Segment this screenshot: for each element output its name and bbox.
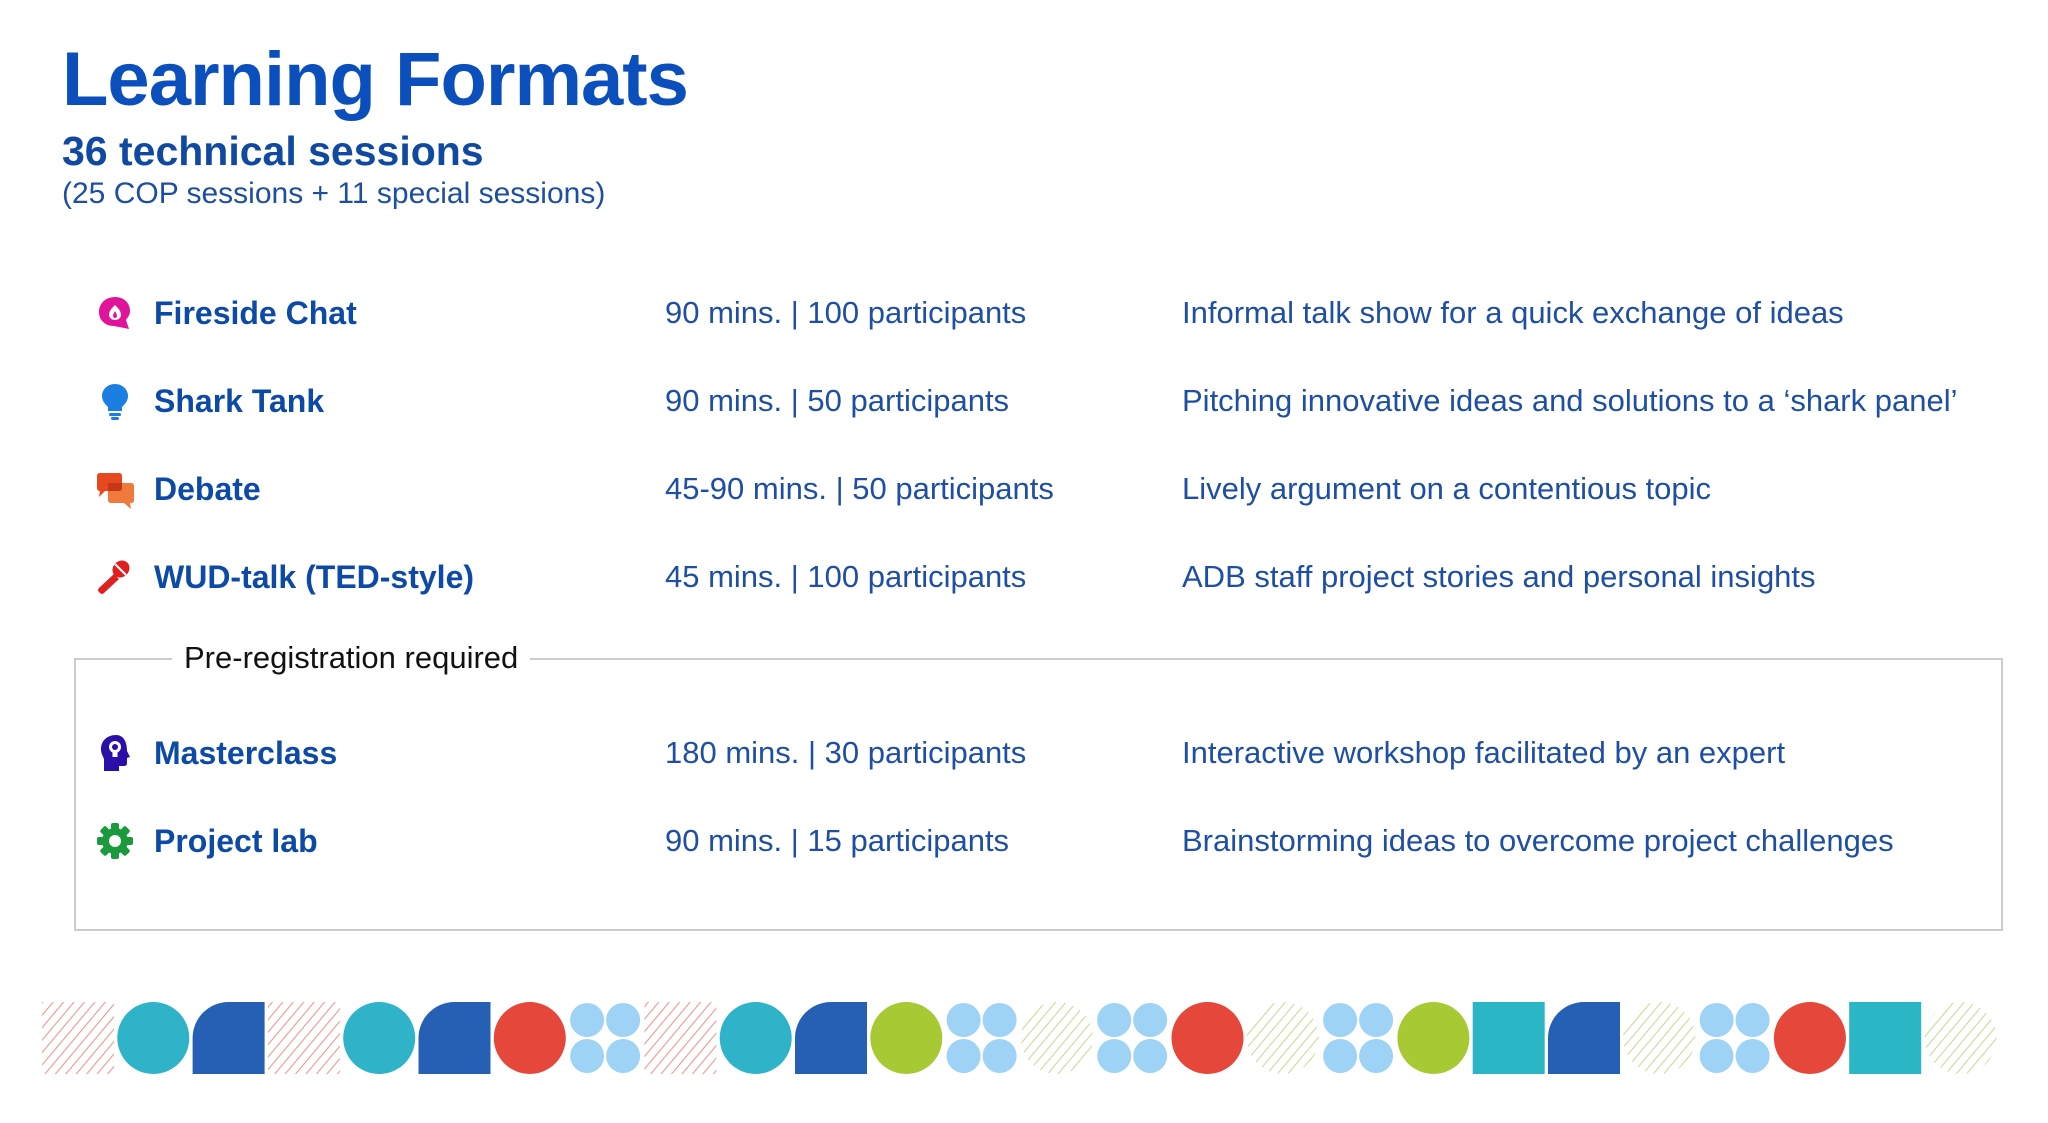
gear-icon — [97, 823, 133, 859]
small-circle-shape — [1323, 1003, 1358, 1037]
format-name: Fireside Chat — [154, 295, 357, 331]
format-row-project-lab: Project lab 90 mins. | 15 participants B… — [0, 815, 2048, 865]
small-circle-shape — [1097, 1003, 1132, 1037]
small-circle-shape — [982, 1003, 1017, 1037]
small-circle-shape — [1699, 1039, 1734, 1073]
format-row-shark-tank: Shark Tank 90 mins. | 50 participants Pi… — [0, 375, 2048, 425]
circle-shape — [1397, 1002, 1470, 1074]
striped-square-shape — [267, 1002, 340, 1074]
format-name: Shark Tank — [154, 383, 325, 419]
square-shape — [1849, 1002, 1922, 1074]
small-circle-shape — [1097, 1039, 1132, 1073]
quarter-round-shape — [192, 1002, 265, 1074]
quarter-round-shape — [795, 1002, 867, 1074]
format-meta: 180 mins. | 30 participants — [665, 735, 1027, 770]
decorative-shape-strip — [42, 1002, 1997, 1074]
circle-shape — [719, 1002, 792, 1074]
quarter-round-shape — [418, 1002, 491, 1074]
format-description: Interactive workshop facilitated by an e… — [1182, 735, 1786, 770]
speech-bubbles-icon — [97, 473, 134, 509]
small-circle-shape — [946, 1039, 981, 1073]
format-meta: 90 mins. | 15 participants — [665, 823, 1010, 858]
format-meta: 90 mins. | 50 participants — [665, 383, 1010, 418]
striped-square-shape — [644, 1002, 717, 1074]
format-meta: 90 mins. | 100 participants — [665, 295, 1027, 330]
quarter-round-shape — [1548, 1002, 1620, 1074]
lightbulb-icon — [102, 384, 128, 420]
small-circle-shape — [1323, 1039, 1358, 1073]
small-circle-shape — [606, 1039, 641, 1073]
striped-circle-shape — [1623, 1002, 1696, 1074]
preregistration-box — [74, 658, 2003, 931]
small-circle-shape — [606, 1003, 641, 1037]
format-name: Masterclass — [154, 735, 338, 771]
small-circle-shape — [1133, 1003, 1168, 1037]
small-circle-shape — [570, 1003, 605, 1037]
format-row-masterclass: Masterclass 180 mins. | 30 participants … — [0, 727, 2048, 777]
striped-square-shape — [42, 1002, 114, 1074]
format-description: Pitching innovative ideas and solutions … — [1182, 383, 1958, 418]
format-description: ADB staff project stories and personal i… — [1182, 559, 1816, 594]
format-row-fireside-chat: Fireside Chat 90 mins. | 100 participant… — [0, 287, 2048, 337]
striped-circle-shape — [1246, 1002, 1319, 1074]
circle-shape — [1171, 1002, 1244, 1074]
small-circle-shape — [570, 1039, 605, 1073]
microphone-icon — [98, 560, 130, 594]
circle-shape — [493, 1002, 566, 1074]
chat-bubble-icon — [99, 297, 130, 329]
circle-shape — [1773, 1002, 1846, 1074]
format-meta: 45 mins. | 100 participants — [665, 559, 1027, 594]
small-circle-shape — [1359, 1003, 1394, 1037]
small-circle-shape — [1735, 1039, 1770, 1073]
circle-shape — [870, 1002, 943, 1074]
format-description: Brainstorming ideas to overcome project … — [1182, 823, 1894, 858]
format-description: Informal talk show for a quick exchange … — [1182, 295, 1844, 330]
page-subtitle: 36 technical sessions — [62, 128, 484, 174]
small-circle-shape — [946, 1003, 981, 1037]
circle-shape — [343, 1002, 416, 1074]
small-circle-shape — [1735, 1003, 1770, 1037]
striped-circle-shape — [1924, 1002, 1997, 1074]
format-row-wud-talk: WUD-talk (TED-style) 45 mins. | 100 part… — [0, 551, 2048, 601]
preregistration-label: Pre-registration required — [172, 640, 531, 676]
head-bulb-icon — [101, 735, 130, 771]
format-description: Lively argument on a contentious topic — [1182, 471, 1712, 506]
format-name: WUD-talk (TED-style) — [154, 559, 475, 595]
format-name: Project lab — [154, 823, 318, 859]
page-title: Learning Formats — [62, 37, 689, 122]
small-circle-shape — [982, 1039, 1017, 1073]
small-circle-shape — [1133, 1039, 1168, 1073]
format-name: Debate — [154, 471, 261, 507]
circle-shape — [117, 1002, 190, 1074]
session-breakdown-note: (25 COP sessions + 11 special sessions) — [62, 177, 606, 210]
format-meta: 45-90 mins. | 50 participants — [665, 471, 1054, 506]
small-circle-shape — [1699, 1003, 1734, 1037]
format-row-debate: Debate 45-90 mins. | 50 participants Liv… — [0, 463, 2048, 513]
square-shape — [1472, 1002, 1545, 1074]
small-circle-shape — [1359, 1039, 1394, 1073]
striped-circle-shape — [1020, 1002, 1093, 1074]
